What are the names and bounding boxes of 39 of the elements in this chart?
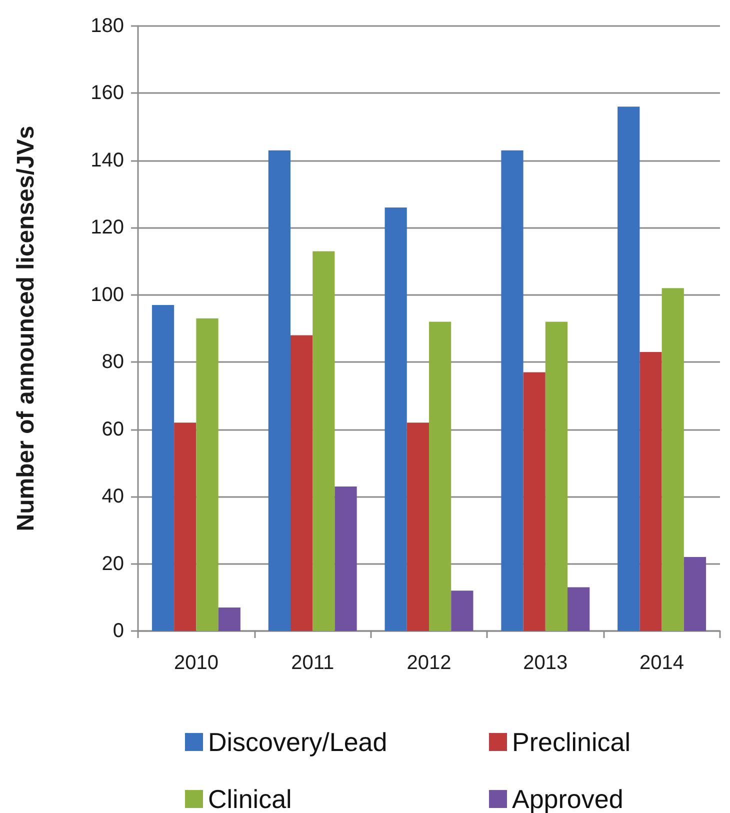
bar	[152, 304, 174, 631]
bar	[662, 288, 684, 631]
bar	[218, 607, 240, 631]
x-tick-label: 2010	[174, 652, 218, 674]
bar	[684, 557, 706, 631]
bar	[290, 335, 313, 631]
x-tick-label: 2011	[291, 652, 334, 674]
y-tick-label: 140	[90, 149, 124, 172]
bar	[334, 486, 357, 631]
x-tick-label: 2012	[406, 652, 452, 674]
bar	[501, 150, 524, 631]
bar	[523, 372, 546, 631]
bar	[406, 422, 429, 631]
bar	[174, 422, 196, 631]
y-tick-label: 0	[112, 620, 124, 642]
legend-label: Clinical	[208, 784, 292, 813]
y-tick-label: 160	[90, 82, 124, 104]
bar	[618, 106, 640, 631]
y-axis-title: Number of announced licenses/JVs	[12, 126, 40, 532]
bar	[196, 318, 218, 631]
bar	[545, 322, 568, 631]
y-tick-label: 80	[102, 351, 124, 374]
y-tick-label: 40	[102, 486, 124, 508]
x-tick-label: 2014	[640, 652, 684, 674]
y-tick-label: 20	[102, 552, 124, 575]
legend-label: Discovery/Lead	[208, 727, 388, 757]
x-tick-label: 2013	[523, 652, 568, 674]
bar	[268, 150, 290, 631]
bar	[429, 322, 452, 631]
bar	[568, 587, 590, 631]
bar	[312, 251, 335, 631]
bar	[384, 208, 407, 631]
y-tick-label: 100	[90, 284, 124, 306]
bar	[640, 352, 662, 631]
legend-label: Preclinical	[512, 727, 630, 757]
y-tick-label: 60	[102, 418, 124, 440]
bar	[451, 590, 474, 631]
y-tick-label: 180	[90, 15, 124, 37]
y-tick-label: 120	[90, 216, 124, 239]
